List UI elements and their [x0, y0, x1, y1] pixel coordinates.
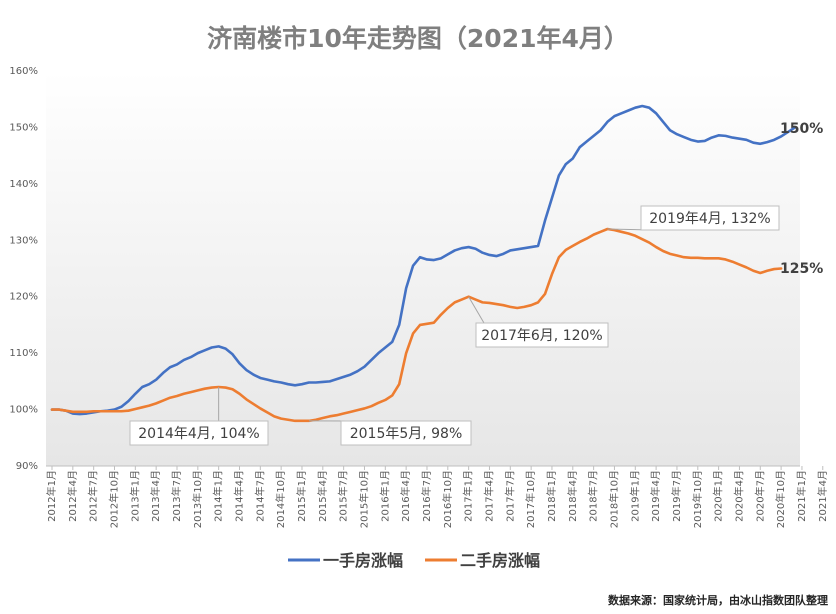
annotation-layer: 2014年4月, 104% 2015年5月, 98% 2017年6月, 120% 20… — [129, 205, 780, 446]
annotation-box — [640, 205, 780, 231]
y-tick-label: 90% — [16, 461, 38, 472]
x-tick-label: 2016年10月 — [441, 470, 454, 528]
x-tick-label: 2017年10月 — [524, 470, 537, 528]
plot-background — [46, 71, 800, 466]
x-tick-label: 2015年7月 — [337, 470, 350, 522]
annotation-leader — [468, 296, 485, 324]
x-tick-label: 2020年10月 — [774, 470, 787, 528]
chart-title: 济南楼市10年走势图（2021年4月） — [207, 24, 629, 53]
x-tick-label: 2020年1月 — [712, 470, 725, 522]
x-tick-label: 2017年1月 — [462, 470, 475, 522]
annotation-callout: 2017年6月, 120% — [468, 296, 609, 348]
x-tick-label: 2018年10月 — [607, 470, 620, 528]
annotation-box — [129, 420, 269, 446]
x-tick-label: 2016年1月 — [378, 470, 391, 522]
annotation-callout: 2019年4月, 132% — [607, 205, 780, 231]
x-tick-label: 2013年10月 — [191, 470, 204, 528]
x-tick-label: 2019年7月 — [670, 470, 683, 522]
x-tick-label: 2021年1月 — [795, 470, 808, 522]
x-tick-label: 2016年4月 — [399, 470, 412, 522]
annotation-callout: 2015年5月, 98% — [308, 420, 472, 446]
x-tick-label: 2018年7月 — [587, 470, 600, 522]
series-end-label: 150% — [780, 121, 823, 137]
series-end-label: 125% — [780, 261, 823, 277]
x-tick-label: 2015年10月 — [357, 470, 370, 528]
data-source: 数据来源：国家统计局，由冰山指数团队整理 — [608, 593, 828, 607]
annotation-box — [340, 420, 472, 446]
y-tick-label: 150% — [9, 122, 38, 133]
x-tick-label: 2014年7月 — [253, 470, 266, 522]
y-tick-label: 100% — [9, 405, 38, 416]
x-tick-label: 2014年4月 — [232, 470, 245, 522]
x-tick-label: 2015年1月 — [295, 470, 308, 522]
y-tick-label: 120% — [9, 292, 38, 303]
y-tick-label: 160% — [9, 66, 38, 77]
legend-label-1: 一手房涨幅 — [323, 551, 403, 570]
y-axis: 90% 100% 110% 120% 130% 140% 150% 160% — [9, 66, 38, 472]
x-tick-label: 2012年1月 — [45, 470, 58, 522]
x-tick-label: 2013年4月 — [149, 470, 162, 522]
x-tick-label: 2015年4月 — [316, 470, 329, 522]
legend: 一手房涨幅 二手房涨幅 — [288, 551, 540, 570]
x-tick-label: 2013年1月 — [128, 470, 141, 522]
x-tick-label: 2014年1月 — [212, 470, 225, 522]
y-tick-label: 140% — [9, 179, 38, 190]
series-line-2 — [50, 227, 783, 423]
x-tick-label: 2016年7月 — [420, 470, 433, 522]
x-tick-label: 2012年7月 — [87, 470, 100, 522]
x-tick-label: 2013年7月 — [170, 470, 183, 522]
annotation-box — [475, 322, 609, 348]
x-tick-label: 2017年7月 — [503, 470, 516, 522]
x-axis: 2012年1月 2012年4月 2012年7月 2012年10月 2013年1月 2013… — [45, 465, 829, 528]
y-tick-label: 110% — [9, 348, 38, 359]
x-tick-label: 2018年4月 — [566, 470, 579, 522]
legend-label-2: 二手房涨幅 — [460, 551, 540, 570]
x-tick-label: 2021年4月 — [816, 470, 829, 522]
y-tick-label: 130% — [9, 235, 38, 246]
annotation-text: 2014年4月, 104% — [138, 426, 259, 442]
x-tick-label: 2012年4月 — [66, 470, 79, 522]
x-tick-label: 2012年10月 — [107, 470, 120, 528]
series-layer: 150% 125% — [50, 104, 823, 423]
x-tick-label: 2018年1月 — [545, 470, 558, 522]
x-tick-label: 2019年4月 — [649, 470, 662, 522]
x-tick-label: 2019年1月 — [628, 470, 641, 522]
series-line-1 — [50, 104, 797, 416]
x-tick-label: 2019年10月 — [691, 470, 704, 528]
x-tick-label: 2020年7月 — [753, 470, 766, 522]
annotation-text: 2017年6月, 120% — [481, 328, 602, 344]
annotation-text: 2015年5月, 98% — [350, 426, 463, 442]
x-tick-label: 2020年4月 — [732, 470, 745, 522]
x-tick-label: 2014年10月 — [274, 470, 287, 528]
x-tick-label: 2017年4月 — [482, 470, 495, 522]
annotation-callout: 2014年4月, 104% — [129, 387, 269, 446]
annotation-text: 2019年4月, 132% — [649, 211, 770, 227]
